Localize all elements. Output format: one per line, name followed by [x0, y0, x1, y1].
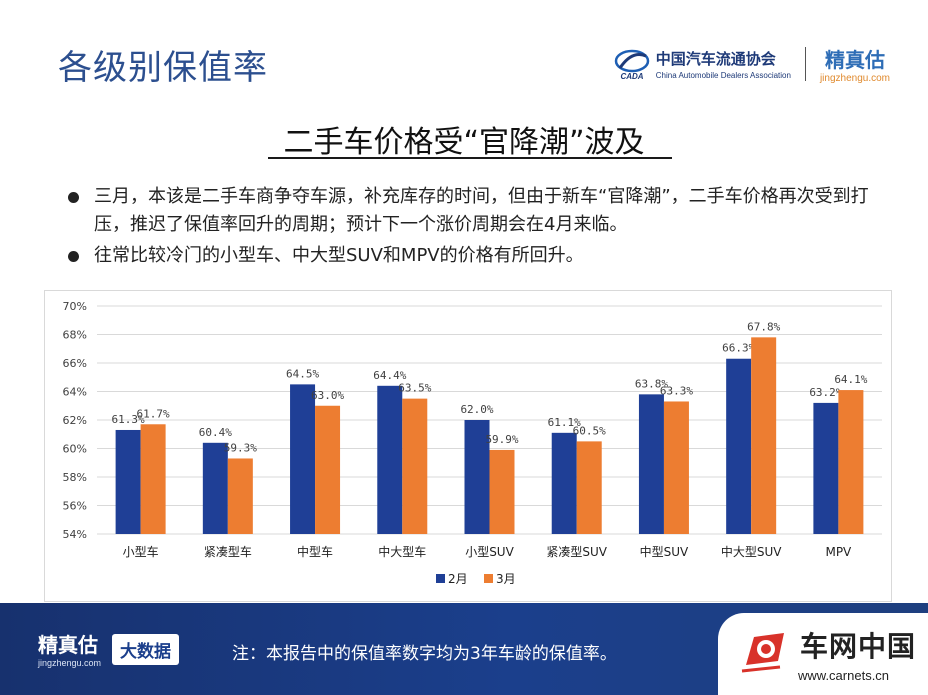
y-tick-label: 62% — [63, 414, 87, 427]
y-tick-label: 56% — [63, 500, 87, 513]
x-category-label: 小型车 — [123, 544, 159, 559]
data-label: 63.8% — [635, 377, 668, 390]
carnets-name: 车网中国 — [800, 630, 917, 663]
cada-logo-icon: CADA — [614, 49, 650, 81]
bullet-text: 三月，本该是二手车商争夺车源，补充库存的时间，但由于新车“官降潮”，二手车价格再… — [94, 186, 869, 235]
bar — [115, 429, 141, 534]
bullet-list: 三月，本该是二手车商争夺车源，补充库存的时间，但由于新车“官降潮”，二手车价格再… — [64, 183, 874, 273]
data-label: 63.0% — [311, 389, 344, 402]
bar — [464, 420, 490, 534]
bar — [227, 458, 253, 534]
y-tick-label: 60% — [63, 443, 87, 456]
data-label: 60.4% — [199, 426, 232, 439]
bullet-dot-icon — [68, 251, 79, 262]
legend-label: 3月 — [496, 572, 516, 586]
x-category-label: 中大型车 — [378, 544, 426, 559]
data-label: 66.3% — [722, 342, 755, 355]
data-label: 63.2% — [809, 386, 842, 399]
y-tick-label: 64% — [63, 386, 87, 399]
data-label: 67.8% — [747, 320, 780, 333]
data-label: 62.0% — [460, 403, 493, 416]
bar — [402, 398, 428, 534]
bigdata-badge: 大数据 — [112, 634, 179, 665]
bar — [576, 441, 602, 534]
data-label: 63.3% — [660, 384, 693, 397]
data-label: 64.5% — [286, 367, 319, 380]
y-tick-label: 70% — [63, 300, 87, 313]
data-label: 61.7% — [137, 407, 170, 420]
bar — [290, 384, 316, 534]
data-label: 61.3% — [112, 413, 145, 426]
x-category-label: 紧凑型车 — [204, 544, 252, 559]
cada-name-en: China Automobile Dealers Association — [655, 71, 791, 80]
bar — [377, 385, 403, 534]
x-category-label: 中型SUV — [640, 544, 689, 559]
footer-logo-url: jingzhengu.com — [38, 658, 102, 668]
header-logos: CADA 中国汽车流通协会 China Automobile Dealers A… — [614, 44, 890, 84]
bar — [663, 401, 689, 534]
data-label: 61.1% — [548, 416, 581, 429]
legend-swatch — [484, 574, 493, 583]
legend-swatch — [436, 574, 445, 583]
x-category-label: 小型SUV — [465, 545, 514, 559]
data-label: 59.3% — [224, 441, 257, 454]
y-tick-label: 66% — [63, 357, 87, 370]
residual-value-bar-chart: 54% 56% 58% 60% 62% 64% 66% 68% 70% 61.3%61.7% 小型车… — [63, 300, 882, 586]
bar — [726, 358, 752, 534]
jzg-url: jingzhengu.com — [819, 73, 890, 84]
carnets-logo: 车网中国 www.carnets.cn — [718, 613, 928, 695]
bar — [813, 402, 839, 534]
bar — [638, 394, 664, 534]
footer-bar: 精真估 jingzhengu.com 大数据 注：本报告中的保值率数字均为3年车… — [0, 603, 928, 695]
bullet-text: 往常比较冷门的小型车、中大型SUV和MPV的价格有所回升。 — [94, 245, 584, 266]
y-tick-label: 58% — [63, 471, 87, 484]
x-category-label: MPV — [825, 545, 852, 559]
bullet-dot-icon — [68, 192, 79, 203]
bar — [551, 432, 577, 534]
bar — [140, 424, 166, 534]
x-category-label: 中大型SUV — [721, 544, 782, 559]
footer-note: 注：本报告中的保值率数字均为3年车龄的保值率。 — [232, 644, 617, 664]
bar — [751, 337, 777, 534]
bar — [315, 405, 341, 534]
cada-emblem-text: CADA — [620, 72, 643, 81]
legend-label: 2月 — [448, 572, 468, 586]
jzg-logo: 精真估 — [824, 48, 885, 72]
bar — [202, 442, 228, 534]
logo-divider — [804, 47, 806, 81]
data-label: 64.1% — [834, 373, 867, 386]
bullet-item: 往常比较冷门的小型车、中大型SUV和MPV的价格有所回升。 — [64, 242, 874, 270]
bar — [838, 390, 864, 534]
y-tick-label: 68% — [63, 329, 87, 342]
carnets-url: www.carnets.cn — [798, 668, 890, 683]
x-category-label: 紧凑型SUV — [546, 545, 607, 559]
footer-logo: 精真估 — [38, 633, 98, 657]
slide-subtitle: 二手车价格受“官降潮”波及 — [283, 125, 645, 160]
data-label: 60.5% — [573, 424, 606, 437]
y-tick-label: 54% — [63, 528, 87, 541]
data-label: 64.4% — [373, 369, 406, 382]
bullet-item: 三月，本该是二手车商争夺车源，补充库存的时间，但由于新车“官降潮”，二手车价格再… — [64, 183, 874, 239]
data-label: 59.9% — [485, 433, 518, 446]
carnets-emblem-icon — [741, 633, 784, 673]
subtitle-underline — [268, 157, 672, 159]
cada-name: 中国汽车流通协会 — [655, 50, 776, 68]
x-category-label: 中型车 — [297, 544, 333, 559]
page-title: 各级别保值率 — [58, 48, 268, 88]
data-label: 63.5% — [398, 382, 431, 395]
bar — [489, 449, 515, 534]
